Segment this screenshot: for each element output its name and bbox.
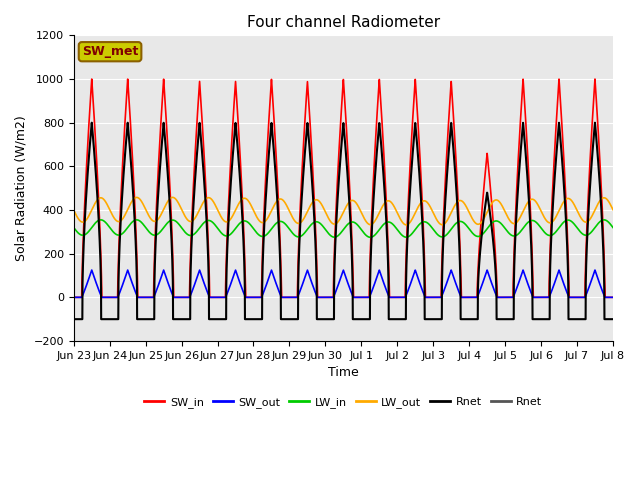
X-axis label: Time: Time bbox=[328, 366, 359, 379]
SW_out bbox=[180, 294, 188, 300]
LW_out bbox=[169, 194, 177, 200]
SW_in bbox=[609, 294, 617, 300]
LW_out bbox=[607, 203, 615, 209]
Rnet bbox=[185, 316, 193, 322]
LW_in bbox=[495, 218, 502, 224]
SW_in bbox=[70, 294, 77, 300]
LW_in bbox=[70, 225, 77, 230]
LW_in bbox=[180, 228, 188, 233]
LW_out bbox=[180, 210, 188, 216]
Text: SW_met: SW_met bbox=[82, 45, 138, 58]
LW_out bbox=[609, 207, 617, 213]
SW_in bbox=[418, 186, 426, 192]
LW_out bbox=[403, 222, 410, 228]
LW_in bbox=[133, 217, 141, 223]
Line: Rnet: Rnet bbox=[74, 123, 613, 319]
LW_in bbox=[609, 225, 617, 230]
SW_in bbox=[607, 294, 615, 300]
SW_out bbox=[609, 294, 617, 300]
Rnet bbox=[591, 120, 599, 126]
LW_in bbox=[418, 220, 426, 226]
SW_out bbox=[607, 294, 615, 300]
SW_out bbox=[272, 279, 280, 285]
Rnet bbox=[494, 316, 502, 322]
Rnet bbox=[70, 316, 77, 322]
LW_in bbox=[367, 234, 374, 240]
Line: LW_in: LW_in bbox=[74, 220, 613, 237]
SW_in bbox=[180, 294, 188, 300]
LW_out bbox=[186, 218, 193, 224]
Rnet bbox=[418, 206, 426, 212]
LW_in bbox=[272, 221, 280, 227]
LW_out bbox=[495, 198, 502, 204]
LW_in bbox=[607, 222, 615, 228]
SW_in bbox=[185, 294, 193, 300]
SW_out bbox=[591, 267, 599, 273]
Line: LW_out: LW_out bbox=[74, 197, 613, 225]
SW_out bbox=[185, 294, 193, 300]
Rnet bbox=[272, 171, 280, 177]
Rnet bbox=[609, 316, 617, 322]
LW_out bbox=[70, 207, 77, 213]
LW_out bbox=[418, 199, 426, 205]
Line: SW_in: SW_in bbox=[74, 79, 613, 297]
SW_out bbox=[418, 286, 426, 291]
Line: SW_out: SW_out bbox=[74, 270, 613, 297]
Rnet bbox=[180, 316, 188, 322]
Rnet bbox=[607, 316, 615, 322]
Y-axis label: Solar Radiation (W/m2): Solar Radiation (W/m2) bbox=[15, 115, 28, 261]
SW_in bbox=[591, 76, 599, 82]
SW_out bbox=[70, 294, 77, 300]
SW_in bbox=[272, 144, 280, 149]
Title: Four channel Radiometer: Four channel Radiometer bbox=[247, 15, 440, 30]
Legend: SW_in, SW_out, LW_in, LW_out, Rnet, Rnet: SW_in, SW_out, LW_in, LW_out, Rnet, Rnet bbox=[140, 393, 547, 412]
SW_in bbox=[494, 294, 502, 300]
SW_out bbox=[494, 294, 502, 300]
LW_out bbox=[272, 200, 280, 206]
LW_in bbox=[186, 232, 193, 238]
